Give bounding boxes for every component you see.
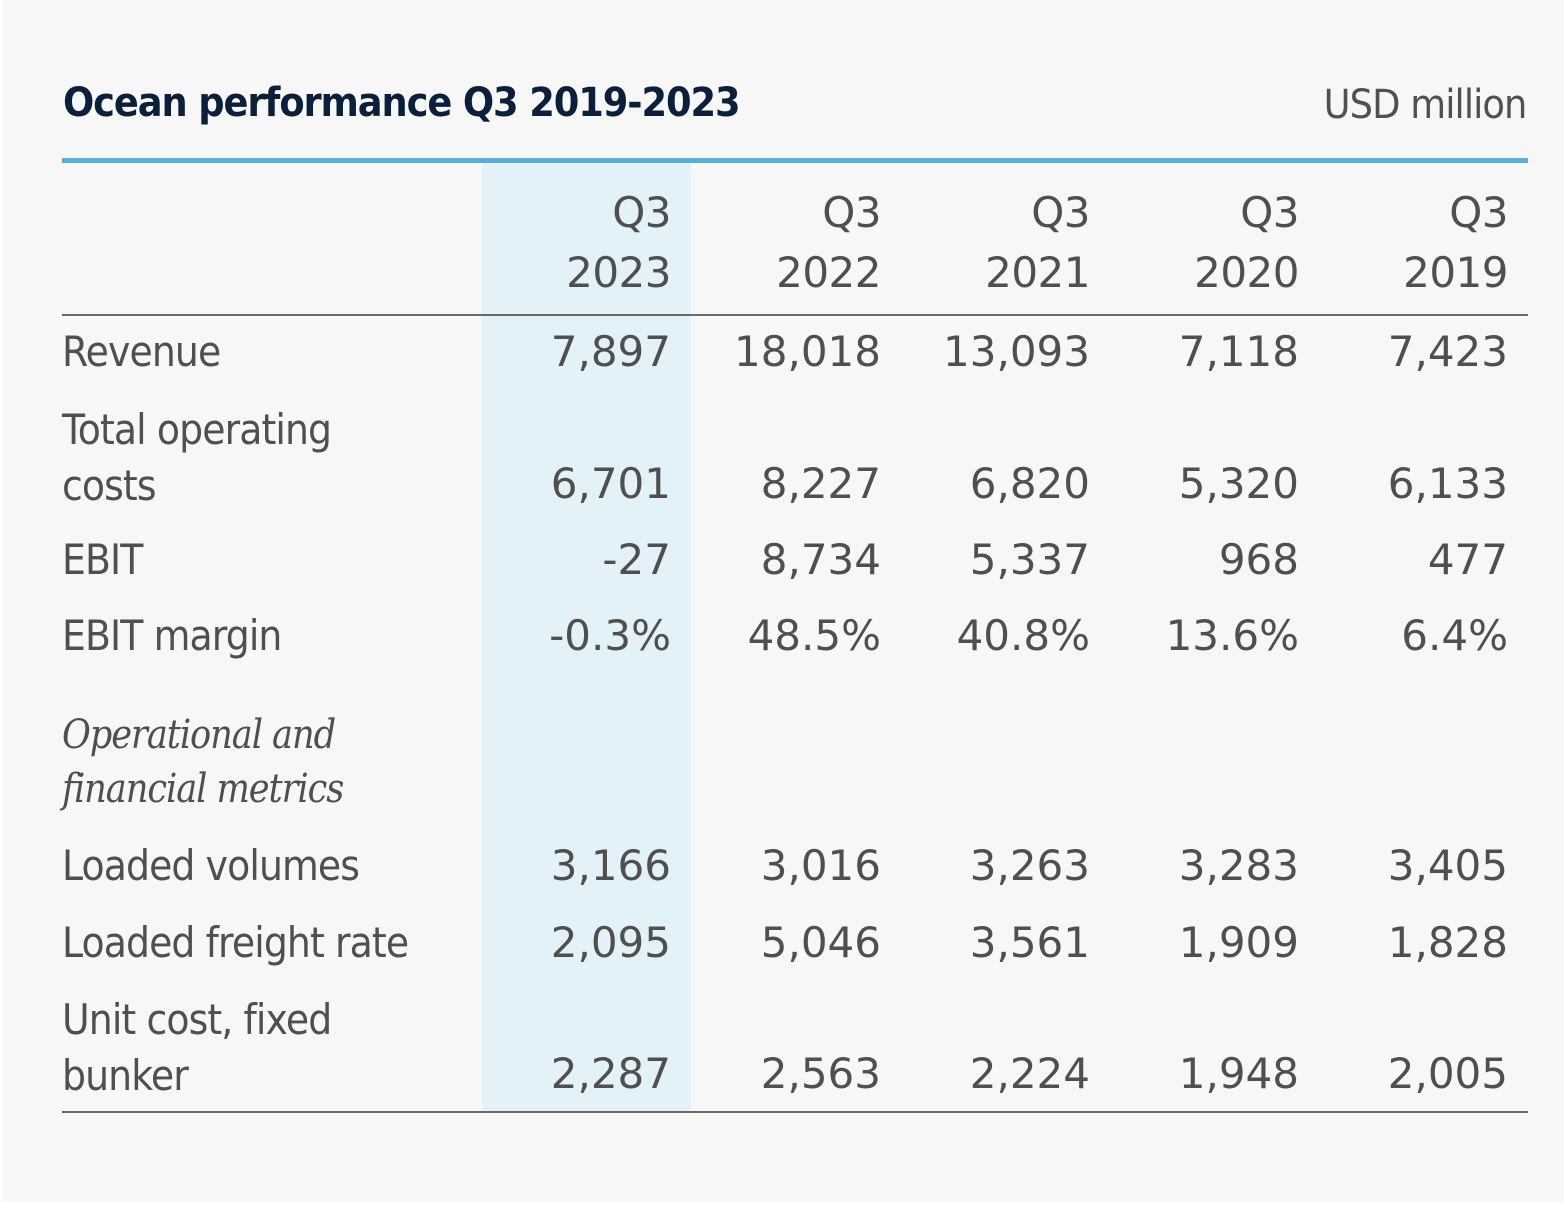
table-cell: 3,405 <box>1387 841 1508 890</box>
table-title: Ocean performance Q3 2019-2023 <box>63 80 741 126</box>
section-heading: Operational and financial metrics <box>62 712 344 812</box>
table-cell: 968 <box>1218 535 1299 584</box>
column-header-year: 2020 <box>1194 248 1299 297</box>
highlight-column-q3-2023 <box>482 163 691 1113</box>
table-cell: 3,016 <box>760 841 881 890</box>
row-label: Loaded volumes <box>62 841 360 890</box>
accent-rule <box>62 158 1528 163</box>
bottom-divider <box>62 1111 1528 1113</box>
column-header-year: 2021 <box>985 248 1090 297</box>
row-label: Total operating costs <box>62 405 332 510</box>
column-header-quarter: Q3 <box>1449 188 1508 237</box>
table-cell: 6.4% <box>1401 611 1508 660</box>
table-cell: 6,133 <box>1387 459 1508 508</box>
header-divider <box>62 314 1528 316</box>
table-cell: 1,909 <box>1178 918 1299 967</box>
table-cell: -0.3% <box>549 611 671 660</box>
table-cell: 5,046 <box>760 918 881 967</box>
column-header-year: 2022 <box>776 248 881 297</box>
table-cell: 13,093 <box>943 327 1090 376</box>
table-cell: 1,828 <box>1387 918 1508 967</box>
table-cell: 3,283 <box>1178 841 1299 890</box>
row-label: Revenue <box>62 327 221 376</box>
column-header-year: 2023 <box>566 248 671 297</box>
table-cell: 48.5% <box>747 611 881 660</box>
row-label: EBIT margin <box>62 611 282 660</box>
table-cell: 2,287 <box>550 1049 671 1098</box>
table-cell: 7,118 <box>1178 327 1299 376</box>
table-cell: 5,320 <box>1178 459 1299 508</box>
table-cell: 8,734 <box>760 535 881 584</box>
table-cell: 3,561 <box>969 918 1090 967</box>
table-cell: -27 <box>602 535 671 584</box>
row-label: EBIT <box>62 535 143 584</box>
table-cell: 7,897 <box>550 327 671 376</box>
table-cell: 3,263 <box>969 841 1090 890</box>
table-cell: 40.8% <box>956 611 1090 660</box>
table-cell: 6,701 <box>550 459 671 508</box>
column-header-quarter: Q3 <box>822 188 881 237</box>
row-label: Loaded freight rate <box>62 918 409 967</box>
column-header-year: 2019 <box>1403 248 1508 297</box>
table-cell: 3,166 <box>550 841 671 890</box>
table-cell: 2,563 <box>760 1049 881 1098</box>
column-header-quarter: Q3 <box>612 188 671 237</box>
row-label: Unit cost, fixed bunker <box>62 995 332 1100</box>
table-cell: 477 <box>1427 535 1508 584</box>
table-cell: 8,227 <box>760 459 881 508</box>
unit-label: USD million <box>1323 82 1527 128</box>
table-cell: 1,948 <box>1178 1049 1299 1098</box>
table-cell: 2,005 <box>1387 1049 1508 1098</box>
table-cell: 5,337 <box>969 535 1090 584</box>
table-cell: 6,820 <box>969 459 1090 508</box>
table-cell: 7,423 <box>1387 327 1508 376</box>
table-cell: 2,095 <box>550 918 671 967</box>
table-card: Ocean performance Q3 2019-2023 USD milli… <box>3 0 1564 1202</box>
column-header-quarter: Q3 <box>1240 188 1299 237</box>
column-header-quarter: Q3 <box>1031 188 1090 237</box>
table-cell: 13.6% <box>1165 611 1299 660</box>
table-cell: 2,224 <box>969 1049 1090 1098</box>
table-cell: 18,018 <box>734 327 881 376</box>
